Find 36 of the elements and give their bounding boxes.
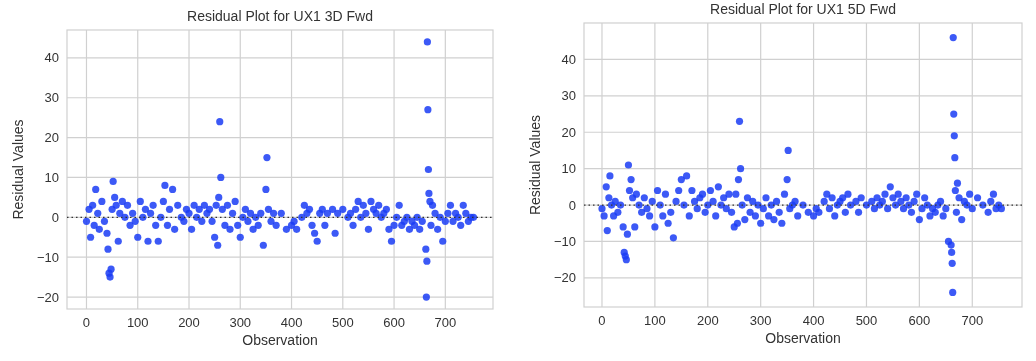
x-tick-label: 500 xyxy=(331,315,354,330)
y-tick-label: 20 xyxy=(561,124,576,140)
x-axis-title: Observation xyxy=(242,332,318,348)
y-tick-label: −10 xyxy=(36,249,59,265)
x-tick-label: 600 xyxy=(908,313,931,328)
x-tick-label: 400 xyxy=(802,313,825,328)
x-tick-label: 0 xyxy=(598,313,606,328)
y-tick-label: 20 xyxy=(44,130,59,146)
y-tick-label: 10 xyxy=(44,169,59,185)
x-tick-label: 700 xyxy=(961,313,984,328)
y-tick-label: −20 xyxy=(553,270,576,286)
y-tick-label: 0 xyxy=(51,209,59,225)
y-tick-label: 10 xyxy=(561,161,576,177)
x-tick-label: 300 xyxy=(749,313,772,328)
y-tick-label: −10 xyxy=(553,233,576,249)
y-tick-label: 40 xyxy=(561,51,576,67)
y-tick-label: 40 xyxy=(44,50,59,66)
x-tick-label: 0 xyxy=(82,315,91,330)
x-tick-label: 500 xyxy=(855,313,878,328)
x-tick-label: 100 xyxy=(126,315,149,330)
y-tick-label: −20 xyxy=(36,289,59,305)
x-tick-label: 200 xyxy=(696,313,719,328)
x-tick-label: 600 xyxy=(383,315,405,330)
x-tick-label: 400 xyxy=(280,315,303,330)
chart-title: Residual Plot for UX1 3D Fwd xyxy=(187,8,373,24)
x-tick-label: 700 xyxy=(434,315,457,330)
y-axis-title: Residual Values xyxy=(527,114,543,216)
y-tick-label: 0 xyxy=(568,197,576,213)
x-tick-label: 200 xyxy=(178,315,200,330)
x-tick-label: 300 xyxy=(229,315,252,330)
chart-title: Residual Plot for UX1 5D Fwd xyxy=(710,1,896,17)
y-axis-title: Residual Values xyxy=(10,119,26,220)
x-tick-label: 100 xyxy=(644,313,666,328)
x-axis-title: Observation xyxy=(765,330,841,346)
y-tick-label: 30 xyxy=(44,90,59,106)
y-tick-label: 30 xyxy=(561,88,576,104)
